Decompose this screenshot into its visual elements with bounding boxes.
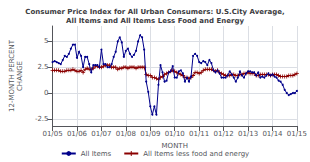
svg-text:01/07: 01/07: [91, 130, 111, 138]
svg-text:MONTH: MONTH: [162, 142, 188, 150]
svg-text:01/06: 01/06: [67, 130, 88, 138]
svg-text:All Items and All Items Less F: All Items and All Items Less Food and En…: [66, 17, 244, 25]
svg-text:01/11: 01/11: [189, 130, 209, 138]
svg-text:01/08: 01/08: [116, 130, 136, 138]
svg-text:01/05: 01/05: [42, 130, 62, 138]
svg-text:CHANGE: CHANGE: [16, 61, 24, 91]
svg-text:01/14: 01/14: [262, 130, 283, 138]
svg-text:01/09: 01/09: [140, 130, 160, 138]
svg-text:All Items less food and energy: All Items less food and energy: [143, 150, 249, 158]
svg-text:01/13: 01/13: [238, 130, 258, 138]
svg-text:5: 5: [44, 37, 48, 45]
svg-text:2.5: 2.5: [37, 63, 48, 71]
svg-text:01/10: 01/10: [165, 130, 185, 138]
svg-text:-2.5: -2.5: [35, 115, 49, 123]
svg-text:12-MONTH PERCENT: 12-MONTH PERCENT: [8, 39, 16, 112]
svg-text:Consumer Price Index for All U: Consumer Price Index for All Urban Consu…: [25, 8, 284, 16]
svg-text:All Items: All Items: [81, 150, 112, 158]
svg-text:01/15: 01/15: [287, 130, 307, 138]
svg-text:0: 0: [44, 89, 48, 97]
svg-text:01/12: 01/12: [214, 130, 234, 138]
